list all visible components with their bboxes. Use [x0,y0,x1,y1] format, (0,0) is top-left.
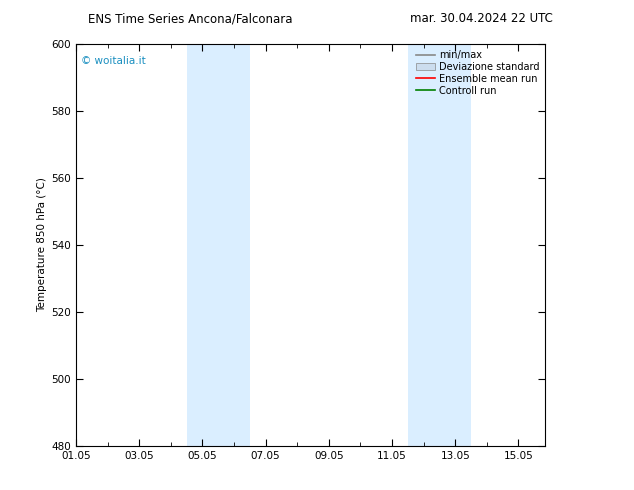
Legend: min/max, Deviazione standard, Ensemble mean run, Controll run: min/max, Deviazione standard, Ensemble m… [413,47,542,98]
Text: ENS Time Series Ancona/Falconara: ENS Time Series Ancona/Falconara [88,12,292,25]
Y-axis label: Temperature 850 hPa (°C): Temperature 850 hPa (°C) [37,177,48,313]
Text: mar. 30.04.2024 22 UTC: mar. 30.04.2024 22 UTC [410,12,553,25]
Bar [408,44,471,446]
Text: © woitalia.it: © woitalia.it [81,56,146,66]
Bar [186,44,250,446]
